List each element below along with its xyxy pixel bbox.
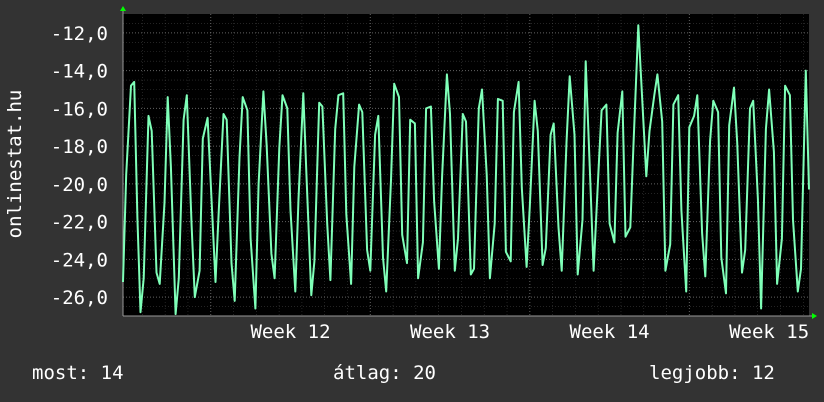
y-tick-label: -14,0 (51, 61, 108, 83)
y-tick-label: -24,0 (51, 249, 108, 271)
x-tick-label: Week 13 (410, 321, 490, 343)
y-tick-label: -18,0 (51, 136, 108, 158)
x-axis-arrow-icon (812, 313, 817, 319)
y-tick-label: -12,0 (51, 23, 108, 45)
series-line (122, 24, 810, 316)
y-axis-arrow-icon (120, 6, 126, 11)
x-tick-label: Week 12 (250, 321, 330, 343)
y-tick-label: -16,0 (51, 98, 108, 120)
y-tick-label: -20,0 (51, 174, 108, 196)
best-value: legjobb: 12 (649, 362, 775, 384)
site-label: onlinestat.hu (4, 90, 26, 239)
series (122, 24, 810, 316)
y-axis-ticks: -12,0 -14,0 -16,0 -18,0 -20,0 -22,0 -24,0 -26,0 (51, 23, 108, 309)
y-tick-label: -26,0 (51, 287, 108, 309)
x-tick-label: Week 15 (729, 321, 809, 343)
current-value: most: 14 (32, 362, 124, 384)
average-value: átlag: 20 (333, 362, 436, 384)
x-tick-label: Week 14 (570, 321, 650, 343)
x-axis-ticks: Week 12 Week 13 Week 14 Week 15 (250, 321, 809, 343)
y-tick-label: -22,0 (51, 212, 108, 234)
